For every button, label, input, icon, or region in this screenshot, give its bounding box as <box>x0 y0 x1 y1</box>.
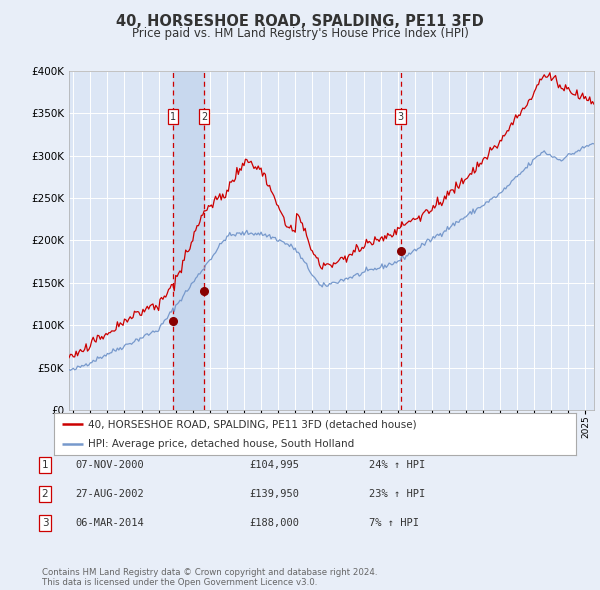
Bar <box>173 71 204 410</box>
Text: Contains HM Land Registry data © Crown copyright and database right 2024.
This d: Contains HM Land Registry data © Crown c… <box>42 568 377 587</box>
Text: £104,995: £104,995 <box>249 460 299 470</box>
Text: 40, HORSESHOE ROAD, SPALDING, PE11 3FD (detached house): 40, HORSESHOE ROAD, SPALDING, PE11 3FD (… <box>88 419 416 430</box>
Text: 7% ↑ HPI: 7% ↑ HPI <box>369 518 419 527</box>
Text: 1: 1 <box>170 112 176 122</box>
Text: 40, HORSESHOE ROAD, SPALDING, PE11 3FD: 40, HORSESHOE ROAD, SPALDING, PE11 3FD <box>116 14 484 28</box>
Text: 24% ↑ HPI: 24% ↑ HPI <box>369 460 425 470</box>
Text: 3: 3 <box>41 518 49 527</box>
Text: 07-NOV-2000: 07-NOV-2000 <box>75 460 144 470</box>
Text: 2: 2 <box>41 489 49 499</box>
Text: HPI: Average price, detached house, South Holland: HPI: Average price, detached house, Sout… <box>88 438 354 448</box>
Text: 2: 2 <box>201 112 207 122</box>
Text: £139,950: £139,950 <box>249 489 299 499</box>
Text: 1: 1 <box>41 460 49 470</box>
Text: Price paid vs. HM Land Registry's House Price Index (HPI): Price paid vs. HM Land Registry's House … <box>131 27 469 40</box>
Text: 06-MAR-2014: 06-MAR-2014 <box>75 518 144 527</box>
Text: £188,000: £188,000 <box>249 518 299 527</box>
Text: 27-AUG-2002: 27-AUG-2002 <box>75 489 144 499</box>
Text: 3: 3 <box>398 112 404 122</box>
Text: 23% ↑ HPI: 23% ↑ HPI <box>369 489 425 499</box>
